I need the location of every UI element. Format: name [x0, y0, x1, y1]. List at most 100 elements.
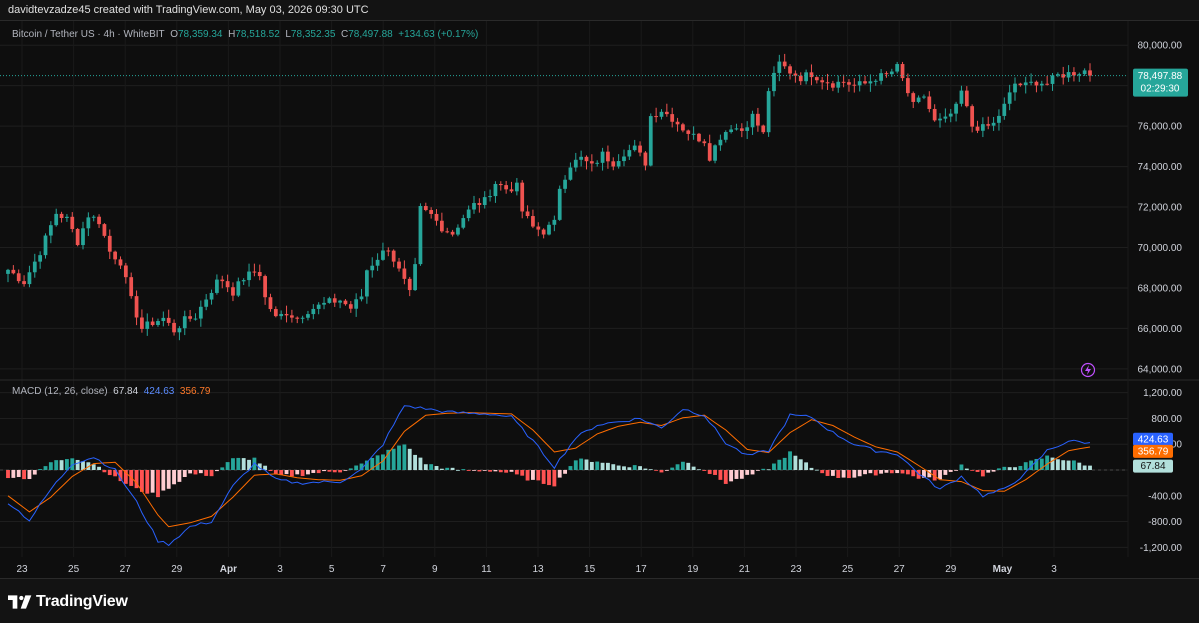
macd-histogram-bar: [579, 458, 584, 470]
macd-histogram-bar: [423, 464, 428, 470]
macd-legend: MACD (12, 26, close) 67.84 424.63 356.79: [12, 386, 211, 397]
macd-histogram-bar: [750, 470, 755, 475]
macd-histogram-bar: [525, 470, 530, 481]
chart-panel[interactable]: 64,000.00 66,000.00 68,000.00 70,000.00 72,0…: [0, 20, 1199, 579]
macd-histogram-bar: [702, 470, 707, 471]
candle-body: [504, 185, 509, 190]
candle-body: [600, 151, 605, 163]
macd-histogram-bar: [434, 466, 439, 470]
macd-histogram-bar: [445, 467, 450, 470]
macd-histogram-bar: [413, 454, 418, 470]
macd-histogram-bar: [927, 470, 932, 478]
macd-histogram-bar: [627, 467, 632, 470]
candle-body: [836, 81, 841, 88]
macd-histogram-bar: [247, 459, 251, 470]
candle-body: [322, 302, 326, 305]
price-axis-label: 66,000.00: [1138, 324, 1183, 335]
time-axis-label: 5: [329, 564, 335, 575]
macd-histogram-bar: [289, 470, 294, 477]
macd-histogram-bar: [450, 467, 455, 470]
candle-body: [22, 281, 26, 285]
candle-body: [718, 139, 723, 146]
macd-histogram-bar: [954, 470, 959, 471]
candle-body: [857, 81, 862, 86]
candle-body: [906, 78, 910, 94]
price-axis-label: 76,000.00: [1138, 122, 1183, 133]
candle-body: [316, 304, 321, 309]
macd-axis-label: -800.00: [1148, 517, 1182, 528]
macd-histogram-bar: [225, 462, 230, 470]
macd-histogram-bar: [386, 449, 391, 470]
candle-body: [1029, 81, 1033, 83]
macd-histogram-bar: [820, 470, 825, 474]
low-value: 78,352.35: [290, 29, 336, 40]
change-value: +134.63 (+0.17%): [398, 29, 479, 40]
candle-body: [279, 313, 284, 317]
candle-body: [627, 150, 632, 157]
macd-histogram-bar: [1088, 465, 1092, 470]
macd-histogram-bar: [177, 470, 182, 482]
candle-body: [359, 296, 364, 300]
macd-hist-value: 67.84: [113, 386, 139, 397]
macd-histogram-bar: [729, 470, 734, 482]
macd-histogram-bar: [193, 470, 198, 475]
candle-body: [734, 128, 739, 130]
macd-axis-label: -400.00: [1148, 491, 1182, 502]
candle-body: [134, 296, 139, 318]
macd-axis-label: 800.00: [1151, 414, 1182, 425]
macd-histogram-bar: [381, 454, 385, 470]
candle-body: [231, 287, 235, 296]
candle-body: [1077, 74, 1082, 76]
tradingview-branding[interactable]: TradingView: [8, 591, 128, 613]
macd-histogram-bar: [611, 464, 616, 470]
macd-histogram-bar: [359, 463, 364, 470]
candle-body: [198, 306, 203, 319]
candle-body: [1045, 83, 1050, 85]
candle-body: [215, 279, 219, 293]
candle-body: [986, 124, 991, 126]
macd-histogram-bar: [782, 457, 787, 470]
candle-body: [916, 97, 921, 102]
candle-body: [161, 317, 166, 322]
candle-body: [43, 235, 48, 256]
candle-body: [809, 72, 814, 78]
candle-body: [209, 292, 214, 300]
macd-histogram-bar: [707, 470, 712, 474]
time-axis-label: 23: [16, 564, 28, 575]
macd-histogram-bar: [1007, 467, 1012, 470]
symbol-label[interactable]: Bitcoin / Tether US · 4h · WhiteBIT: [12, 29, 165, 40]
candle-body: [407, 278, 412, 291]
last-price-badge: [1133, 68, 1188, 97]
macd-hist-badge-text: 67.84: [1140, 461, 1165, 472]
price-chart-svg[interactable]: 64,000.00 66,000.00 68,000.00 70,000.00 72,0…: [0, 21, 1199, 578]
candle-body: [873, 80, 878, 82]
macd-histogram-bar: [798, 459, 803, 470]
tradingview-logo-icon: [8, 595, 32, 609]
candle-body: [889, 71, 894, 75]
macd-histogram-bar: [589, 461, 594, 470]
tradingview-brand-text: TradingView: [36, 593, 128, 610]
macd-histogram-bar: [691, 466, 696, 470]
candle-body: [236, 281, 241, 296]
candle-body: [1013, 83, 1017, 93]
macd-histogram-bar: [1002, 466, 1007, 470]
macd-indicator-name[interactable]: MACD (12, 26, close): [12, 386, 108, 397]
candle-body: [32, 261, 37, 273]
candle-body: [563, 179, 567, 189]
time-axis-label: 27: [120, 564, 132, 575]
macd-histogram-bar: [1072, 460, 1076, 470]
macd-histogram-bar: [209, 470, 214, 477]
candle-body: [1002, 103, 1007, 116]
time-axis-label: 3: [277, 564, 283, 575]
candle-body: [75, 228, 80, 246]
candle-body: [938, 118, 942, 121]
macd-histogram-bar: [397, 445, 401, 470]
macd-histogram-bar: [825, 470, 830, 476]
macd-histogram-bar: [520, 470, 525, 476]
macd-signal-line: [7, 412, 1091, 528]
macd-histogram-bar: [263, 465, 268, 470]
candle-body: [750, 113, 755, 128]
macd-histogram-bar: [156, 470, 160, 498]
macd-histogram-bar: [1055, 459, 1060, 470]
candle-body: [284, 313, 289, 316]
